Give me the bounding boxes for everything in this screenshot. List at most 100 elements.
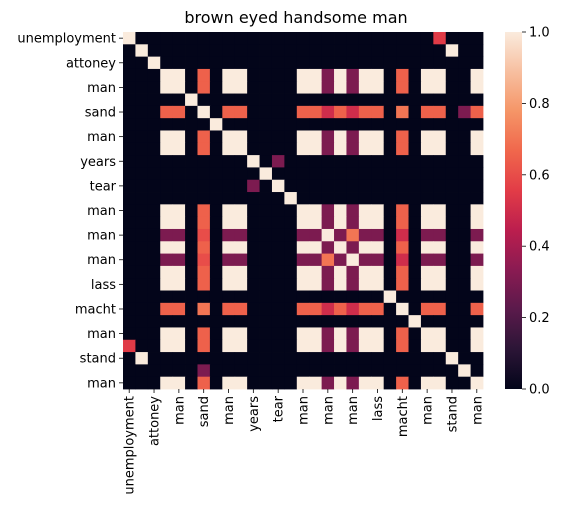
heatmap-cell bbox=[135, 253, 149, 267]
heatmap-cell bbox=[346, 253, 360, 267]
heatmap-cell bbox=[197, 118, 211, 131]
heatmap-cell bbox=[445, 155, 459, 168]
heatmap-cell bbox=[445, 56, 459, 70]
heatmap-cell bbox=[408, 93, 422, 107]
heatmap-cell bbox=[147, 93, 161, 107]
y-tick-label: man bbox=[87, 253, 116, 268]
heatmap-cell bbox=[321, 56, 335, 70]
heatmap-cell bbox=[197, 167, 211, 181]
heatmap-cell bbox=[284, 68, 298, 82]
heatmap-cell bbox=[247, 204, 260, 218]
heatmap-cell bbox=[284, 32, 298, 45]
heatmap-cell bbox=[185, 56, 198, 70]
heatmap-cell bbox=[358, 192, 372, 205]
heatmap-cell bbox=[470, 339, 484, 353]
heatmap-cell bbox=[321, 44, 335, 58]
heatmap-cell bbox=[197, 68, 211, 82]
heatmap-cell bbox=[346, 167, 360, 181]
heatmap-cell bbox=[358, 352, 372, 365]
heatmap-cell bbox=[309, 56, 323, 70]
heatmap-cell bbox=[420, 56, 434, 70]
heatmap-cell bbox=[160, 130, 174, 144]
heatmap-cell bbox=[358, 105, 372, 119]
heatmap-cell bbox=[309, 315, 323, 328]
heatmap-cell bbox=[247, 241, 260, 254]
heatmap-cell bbox=[458, 192, 471, 205]
heatmap-cell bbox=[321, 192, 335, 205]
heatmap-cell bbox=[259, 241, 273, 254]
heatmap-cell bbox=[259, 142, 273, 156]
heatmap-cell bbox=[408, 216, 422, 230]
heatmap-cell bbox=[371, 327, 385, 341]
heatmap-cell bbox=[123, 278, 136, 291]
heatmap-cell bbox=[383, 167, 397, 181]
heatmap-cell bbox=[209, 179, 223, 193]
heatmap-cell bbox=[346, 315, 360, 328]
heatmap-cell bbox=[458, 56, 471, 70]
heatmap-cell bbox=[396, 364, 409, 378]
heatmap-cell bbox=[160, 204, 174, 218]
heatmap-cell bbox=[259, 302, 273, 316]
heatmap-cell bbox=[123, 167, 136, 181]
colorbar-tick-label: 1.0 bbox=[529, 26, 550, 41]
heatmap-cell bbox=[296, 290, 310, 304]
heatmap-cell bbox=[197, 93, 211, 107]
heatmap-cell bbox=[296, 327, 310, 341]
heatmap-cell bbox=[284, 179, 298, 193]
x-tick-labels: unemployment attoney man sand man years tear ma… bbox=[123, 389, 485, 495]
heatmap-cell bbox=[433, 278, 447, 291]
heatmap-cell bbox=[334, 130, 347, 144]
heatmap-cell bbox=[234, 241, 248, 254]
heatmap-cell bbox=[433, 253, 447, 267]
heatmap-cell bbox=[334, 105, 347, 119]
heatmap-cell bbox=[197, 32, 211, 45]
heatmap-cell bbox=[296, 253, 310, 267]
heatmap-cell bbox=[135, 228, 149, 242]
heatmap-cell bbox=[358, 364, 372, 378]
heatmap-cell bbox=[458, 352, 471, 365]
heatmap-cell bbox=[470, 327, 484, 341]
heatmap-cell bbox=[346, 241, 360, 254]
heatmap-cell bbox=[123, 192, 136, 205]
heatmap-cell bbox=[396, 352, 409, 365]
heatmap-cell bbox=[259, 68, 273, 82]
heatmap-cell bbox=[259, 167, 273, 181]
heatmap-cell bbox=[147, 302, 161, 316]
heatmap-cell bbox=[271, 32, 285, 45]
heatmap-cell bbox=[222, 278, 236, 291]
heatmap-cell bbox=[470, 179, 484, 193]
heatmap-cell bbox=[470, 376, 484, 390]
heatmap-cell bbox=[321, 204, 335, 218]
heatmap-cell bbox=[346, 155, 360, 168]
chart-title: brown eyed handsome man bbox=[184, 8, 407, 27]
heatmap-cell bbox=[346, 290, 360, 304]
heatmap-cell bbox=[259, 155, 273, 168]
heatmap-cell bbox=[247, 216, 260, 230]
heatmap-cell bbox=[458, 167, 471, 181]
heatmap-cell bbox=[408, 44, 422, 58]
heatmap-cell bbox=[346, 130, 360, 144]
heatmap-cell bbox=[334, 228, 347, 242]
heatmap-cell bbox=[321, 118, 335, 131]
heatmap-cell bbox=[209, 118, 223, 131]
heatmap-cell bbox=[222, 352, 236, 365]
heatmap-cell bbox=[172, 204, 186, 218]
heatmap-cell bbox=[135, 241, 149, 254]
heatmap-cell bbox=[309, 364, 323, 378]
heatmap-cell bbox=[445, 376, 459, 390]
heatmap-cell bbox=[420, 339, 434, 353]
heatmap-cell bbox=[321, 327, 335, 341]
heatmap-cell bbox=[445, 192, 459, 205]
heatmap-cell bbox=[420, 216, 434, 230]
heatmap-cell bbox=[123, 315, 136, 328]
heatmap-cell bbox=[371, 142, 385, 156]
heatmap-cell bbox=[209, 192, 223, 205]
heatmap-cell bbox=[197, 142, 211, 156]
heatmap-cell bbox=[458, 216, 471, 230]
heatmap-cell bbox=[309, 32, 323, 45]
heatmap-cell bbox=[470, 253, 484, 267]
heatmap-cell bbox=[247, 118, 260, 131]
heatmap-cell bbox=[209, 105, 223, 119]
heatmap-cell bbox=[334, 81, 347, 94]
heatmap-cell bbox=[284, 228, 298, 242]
